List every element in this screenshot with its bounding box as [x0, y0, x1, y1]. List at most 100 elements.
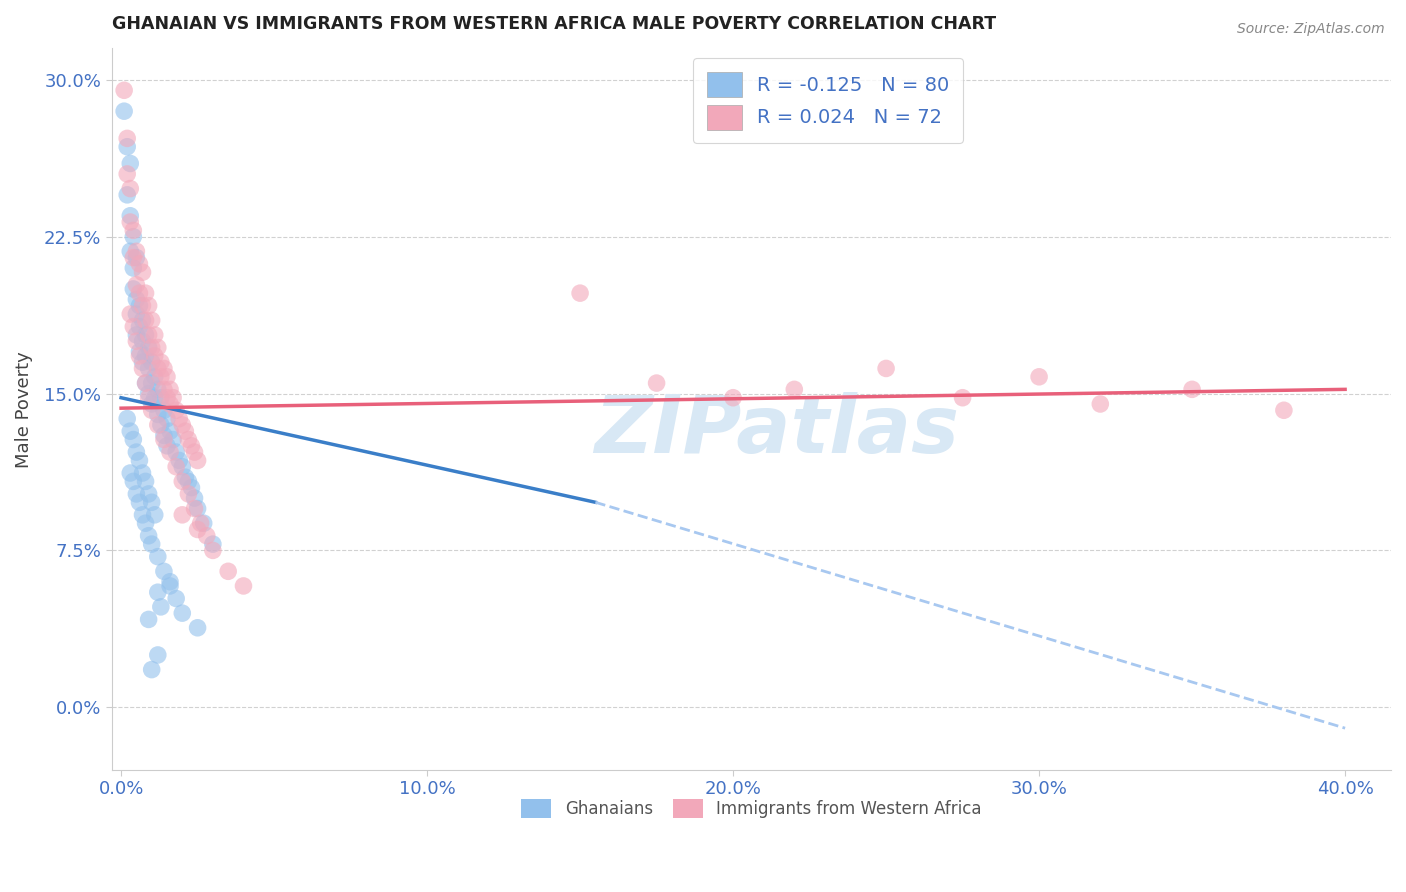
Point [115, 167, 138, 181]
Point [172, 606, 194, 620]
Point [146, 417, 169, 432]
Point [156, 439, 179, 453]
Point [177, 487, 200, 501]
Point [143, 369, 166, 384]
Point [195, 529, 218, 543]
Point [138, 361, 160, 376]
Point [201, 543, 224, 558]
Point [122, 229, 145, 244]
Point [146, 361, 169, 376]
Point [131, 265, 153, 279]
Point [120, 424, 142, 438]
Point [149, 391, 172, 405]
Point [156, 411, 179, 425]
Point [125, 251, 148, 265]
Point [190, 516, 212, 531]
Point [120, 156, 142, 170]
Point [112, 83, 135, 97]
Point [128, 299, 150, 313]
Point [153, 564, 176, 578]
Point [135, 475, 157, 489]
Point [232, 579, 254, 593]
Point [135, 349, 157, 363]
Point [159, 574, 181, 589]
Point [141, 663, 163, 677]
Point [172, 459, 194, 474]
Point [138, 487, 160, 501]
Point [167, 453, 190, 467]
Point [177, 433, 200, 447]
Point [153, 403, 176, 417]
Point [125, 307, 148, 321]
Point [128, 349, 150, 363]
Point [135, 376, 157, 390]
Point [135, 313, 157, 327]
Point [149, 369, 172, 384]
Point [165, 403, 187, 417]
Point [122, 319, 145, 334]
Point [165, 459, 187, 474]
Point [141, 495, 163, 509]
Point [128, 344, 150, 359]
Point [115, 411, 138, 425]
Point [159, 579, 181, 593]
Point [131, 313, 153, 327]
Point [131, 355, 153, 369]
Point [122, 261, 145, 276]
Point [125, 244, 148, 259]
Legend: Ghanaians, Immigrants from Western Africa: Ghanaians, Immigrants from Western Afric… [513, 790, 990, 827]
Point [122, 433, 145, 447]
Point [187, 501, 209, 516]
Point [141, 397, 163, 411]
Point [125, 328, 148, 343]
Point [138, 391, 160, 405]
Point [125, 334, 148, 349]
Point [138, 328, 160, 343]
Point [141, 313, 163, 327]
Point [131, 299, 153, 313]
Point [128, 453, 150, 467]
Point [115, 187, 138, 202]
Point [146, 549, 169, 564]
Point [120, 307, 142, 321]
Point [201, 537, 224, 551]
Point [156, 369, 179, 384]
Point [569, 286, 592, 301]
Point [138, 341, 160, 355]
Point [128, 286, 150, 301]
Point [162, 391, 184, 405]
Point [1272, 403, 1295, 417]
Point [131, 334, 153, 349]
Point [193, 516, 215, 531]
Point [167, 411, 190, 425]
Point [165, 445, 187, 459]
Point [172, 417, 194, 432]
Point [146, 382, 169, 396]
Point [143, 328, 166, 343]
Point [141, 376, 163, 390]
Point [128, 495, 150, 509]
Text: Source: ZipAtlas.com: Source: ZipAtlas.com [1237, 22, 1385, 37]
Point [131, 508, 153, 522]
Point [135, 516, 157, 531]
Point [783, 382, 806, 396]
Point [146, 648, 169, 662]
Point [135, 286, 157, 301]
Point [156, 391, 179, 405]
Point [120, 215, 142, 229]
Point [122, 251, 145, 265]
Point [141, 403, 163, 417]
Y-axis label: Male Poverty: Male Poverty [15, 351, 32, 467]
Point [721, 391, 744, 405]
Point [138, 612, 160, 626]
Text: ZIPatlas: ZIPatlas [595, 392, 959, 470]
Point [146, 341, 169, 355]
Point [125, 445, 148, 459]
Point [174, 470, 197, 484]
Point [153, 428, 176, 442]
Point [149, 355, 172, 369]
Point [187, 453, 209, 467]
Point [138, 529, 160, 543]
Point [122, 223, 145, 237]
Point [128, 319, 150, 334]
